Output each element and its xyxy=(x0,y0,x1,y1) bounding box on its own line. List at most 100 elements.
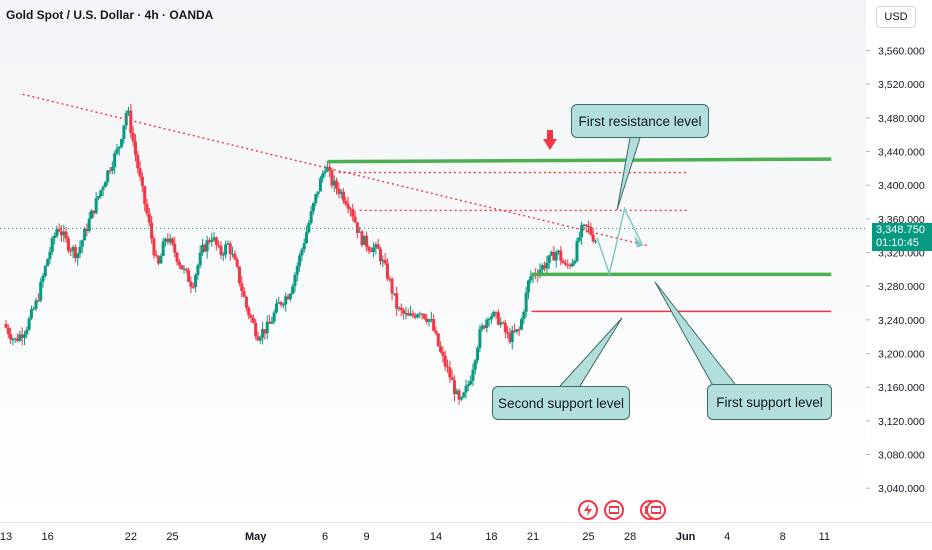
candle-body[interactable] xyxy=(451,377,454,380)
candle-body[interactable] xyxy=(490,316,493,319)
candle-body[interactable] xyxy=(291,286,294,294)
candle-body[interactable] xyxy=(189,282,192,287)
candle-body[interactable] xyxy=(48,252,51,259)
candle-body[interactable] xyxy=(159,256,162,264)
candle-body[interactable] xyxy=(411,313,414,315)
candle-body[interactable] xyxy=(233,254,236,260)
candle-body[interactable] xyxy=(478,329,481,348)
candle-body[interactable] xyxy=(35,300,38,308)
candle-body[interactable] xyxy=(377,244,380,249)
candle-body[interactable] xyxy=(254,323,257,337)
candle-body[interactable] xyxy=(319,178,322,191)
candle-body[interactable] xyxy=(296,266,299,275)
candle-body[interactable] xyxy=(44,266,47,276)
candle-body[interactable] xyxy=(298,255,301,266)
candle-body[interactable] xyxy=(245,297,248,308)
candle-body[interactable] xyxy=(224,245,227,255)
candle-body[interactable] xyxy=(289,294,292,299)
candle-body[interactable] xyxy=(437,333,440,346)
candle-body[interactable] xyxy=(506,332,509,333)
candle-body[interactable] xyxy=(310,211,313,223)
candle-body[interactable] xyxy=(395,293,398,309)
candle-body[interactable] xyxy=(141,177,144,186)
calendar-icon[interactable] xyxy=(604,500,624,520)
candle-body[interactable] xyxy=(578,237,581,241)
candle-body[interactable] xyxy=(303,243,306,249)
candle-body[interactable] xyxy=(280,302,283,305)
candle-body[interactable] xyxy=(342,192,345,201)
candle-body[interactable] xyxy=(113,154,116,168)
candle-body[interactable] xyxy=(384,260,387,264)
candle-body[interactable] xyxy=(187,270,190,282)
candle-body[interactable] xyxy=(236,259,239,266)
candle-body[interactable] xyxy=(28,318,31,329)
candle-body[interactable] xyxy=(185,269,188,271)
candle-body[interactable] xyxy=(99,190,102,196)
candle-body[interactable] xyxy=(122,125,125,139)
first-resistance-callout[interactable]: First resistance level xyxy=(571,104,709,138)
candle-body[interactable] xyxy=(527,280,530,292)
candle-body[interactable] xyxy=(7,328,10,334)
time-scale[interactable] xyxy=(0,522,932,550)
candle-body[interactable] xyxy=(365,236,368,247)
candle-body[interactable] xyxy=(88,219,91,231)
candle-body[interactable] xyxy=(194,275,197,287)
candle-body[interactable] xyxy=(434,331,437,334)
candle-body[interactable] xyxy=(465,386,468,393)
candle-body[interactable] xyxy=(229,243,232,254)
candle-body[interactable] xyxy=(485,320,488,328)
candle-body[interactable] xyxy=(51,238,54,252)
candle-body[interactable] xyxy=(307,223,310,232)
candle-body[interactable] xyxy=(379,249,382,261)
candle-body[interactable] xyxy=(564,263,567,264)
candle-body[interactable] xyxy=(250,315,253,318)
candle-body[interactable] xyxy=(118,147,121,149)
candle-body[interactable] xyxy=(243,291,246,297)
candle-body[interactable] xyxy=(41,276,44,282)
candle-body[interactable] xyxy=(148,214,151,223)
candle-body[interactable] xyxy=(78,247,81,254)
candle-body[interactable] xyxy=(585,225,588,226)
candle-body[interactable] xyxy=(65,232,68,239)
candle-body[interactable] xyxy=(469,381,472,385)
candle-body[interactable] xyxy=(67,239,70,251)
candle-body[interactable] xyxy=(562,261,565,263)
candle-body[interactable] xyxy=(545,263,548,269)
candle-body[interactable] xyxy=(573,261,576,263)
candle-body[interactable] xyxy=(196,265,199,275)
candle-body[interactable] xyxy=(305,232,308,243)
candle-body[interactable] xyxy=(335,181,338,189)
candle-body[interactable] xyxy=(432,319,435,331)
candle-body[interactable] xyxy=(104,182,107,187)
candle-body[interactable] xyxy=(321,173,324,178)
candle-body[interactable] xyxy=(39,282,42,301)
candle-body[interactable] xyxy=(386,263,389,278)
candle-body[interactable] xyxy=(53,236,56,238)
candle-body[interactable] xyxy=(247,308,250,316)
candle-body[interactable] xyxy=(471,370,474,381)
candle-body[interactable] xyxy=(162,241,165,255)
candle-body[interactable] xyxy=(293,275,296,287)
candle-body[interactable] xyxy=(444,356,447,367)
candle-body[interactable] xyxy=(32,309,35,310)
candle-body[interactable] xyxy=(520,319,523,329)
candle-body[interactable] xyxy=(555,252,558,260)
candle-body[interactable] xyxy=(106,170,109,182)
candle-body[interactable] xyxy=(215,237,218,245)
candle-body[interactable] xyxy=(23,334,26,337)
candle-body[interactable] xyxy=(592,235,595,242)
candle-body[interactable] xyxy=(9,334,12,339)
second-support-callout[interactable]: Second support level xyxy=(492,386,630,420)
candle-body[interactable] xyxy=(132,133,135,141)
candle-body[interactable] xyxy=(354,217,357,223)
candle-body[interactable] xyxy=(97,196,100,198)
candle-body[interactable] xyxy=(522,312,525,319)
candle-body[interactable] xyxy=(372,248,375,252)
candle-body[interactable] xyxy=(423,314,426,318)
candle-body[interactable] xyxy=(180,265,183,269)
calendar-icon[interactable] xyxy=(646,500,666,520)
candle-body[interactable] xyxy=(143,186,146,204)
candle-body[interactable] xyxy=(150,223,153,239)
candle-body[interactable] xyxy=(222,255,225,256)
candle-body[interactable] xyxy=(115,149,118,154)
